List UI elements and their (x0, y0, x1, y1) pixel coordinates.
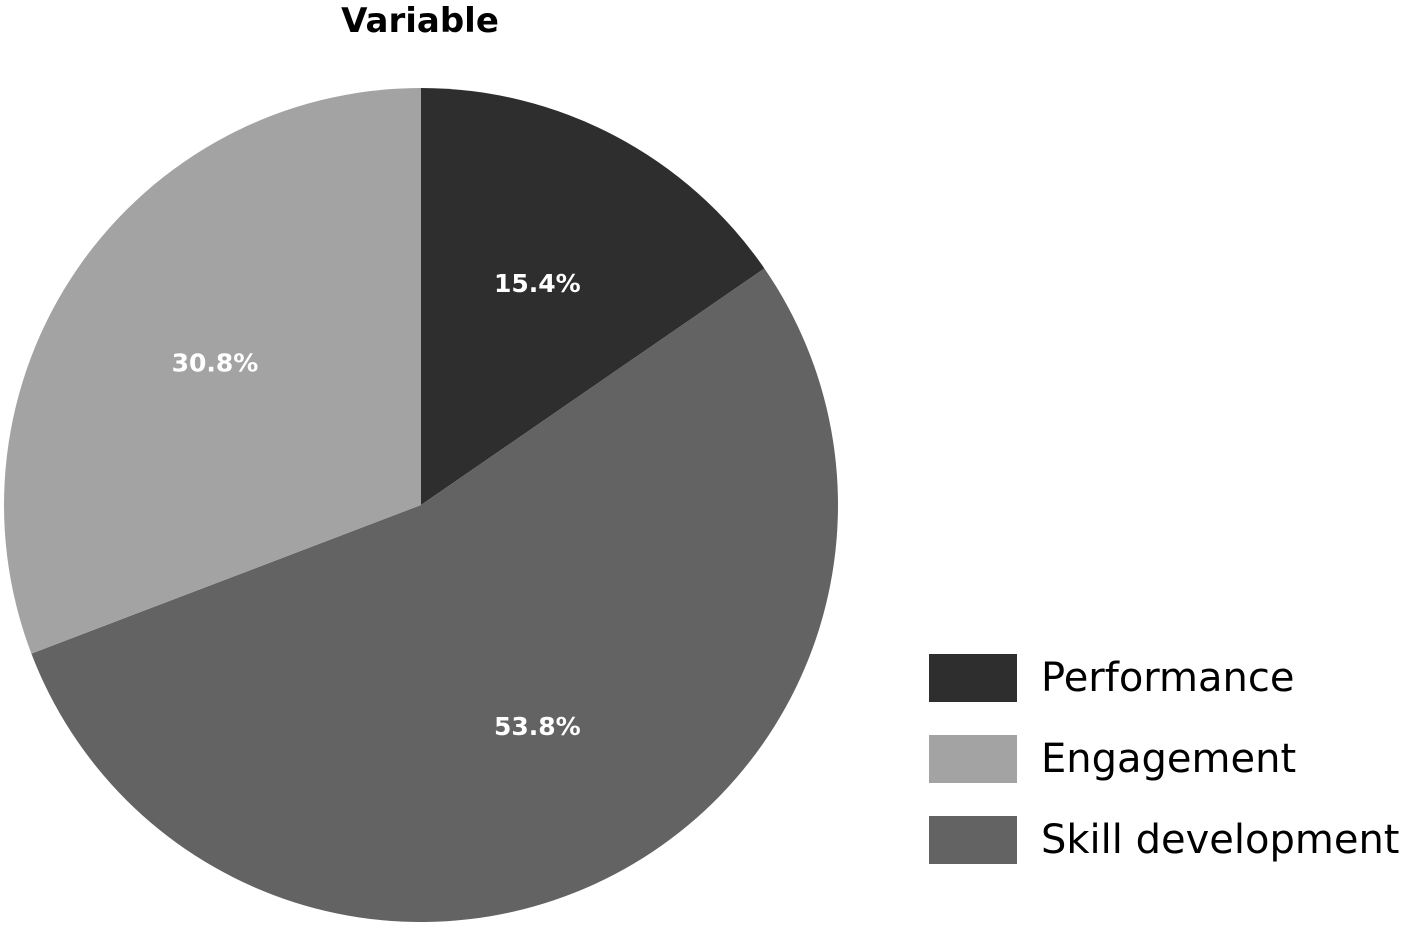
pie-slice-label-skill-development: 53.8% (494, 712, 581, 741)
legend-label-skill-development: Skill development (1041, 817, 1400, 863)
pie-slice-engagement (3, 88, 422, 654)
chart-title: Variable (341, 1, 499, 41)
pie-slice-skill-development (31, 268, 838, 922)
legend-swatch-skill-development (929, 816, 1017, 864)
legend-swatch-engagement (929, 735, 1017, 783)
pie-slice-label-performance: 15.4% (494, 269, 581, 298)
pie-slice-labels: 15.4% 53.8% 30.8% (172, 269, 581, 741)
pie-slice-label-engagement: 30.8% (172, 349, 259, 378)
pie-slices (3, 88, 838, 922)
legend-label-engagement: Engagement (1041, 736, 1297, 782)
pie-slice-performance (421, 88, 765, 505)
legend-label-performance: Performance (1041, 655, 1295, 701)
legend-swatch-performance (929, 654, 1017, 702)
